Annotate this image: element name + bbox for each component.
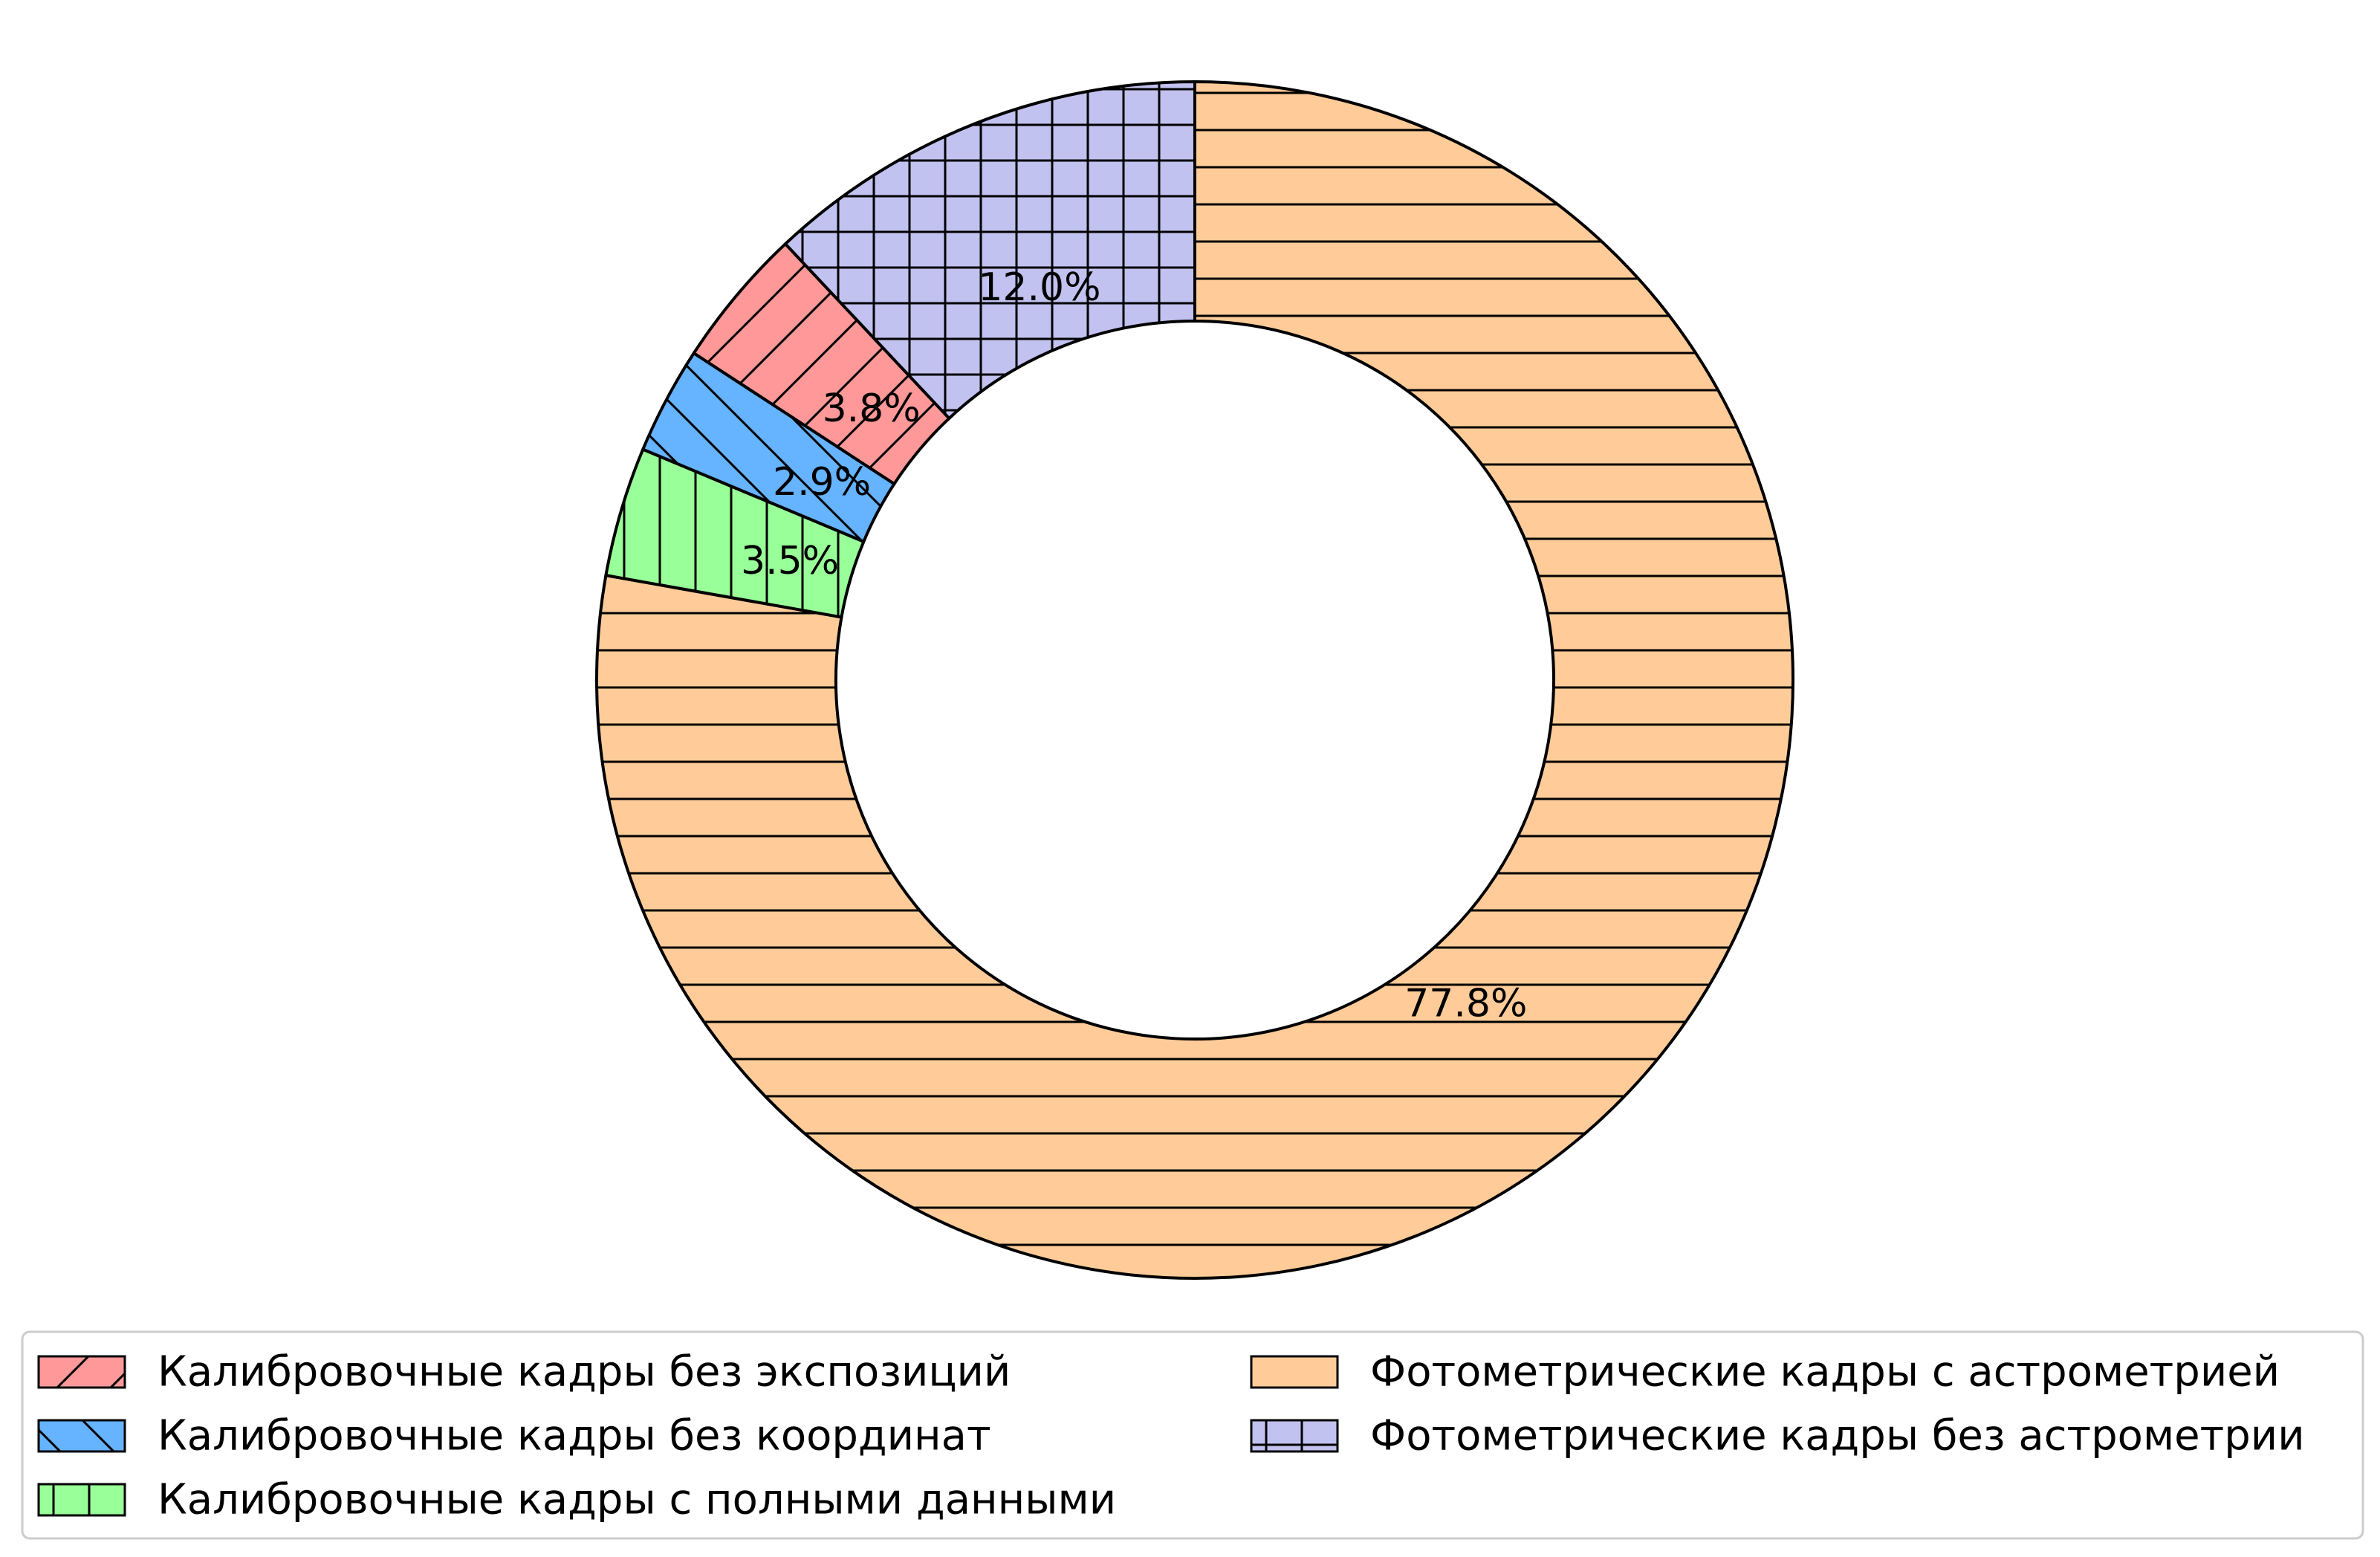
legend-label-1: Калибровочные кадры без координат: [158, 1412, 991, 1460]
legend-frame: [21, 1330, 2364, 1540]
legend-item-4: Фотометрические кадры без астрометрии: [1250, 1412, 2305, 1460]
legend-label-3: Фотометрические кадры с астрометрией: [1370, 1348, 2280, 1396]
legend-label-4: Фотометрические кадры без астрометрии: [1370, 1412, 2305, 1460]
donut-slices: [595, 80, 1794, 1280]
pct-label-0: 77.8%: [1404, 981, 1527, 1026]
pct-label-1: 3.5%: [741, 539, 839, 583]
legend-item-3: Фотометрические кадры с астрометрией: [1250, 1348, 2280, 1396]
legend-swatch-3: [1250, 1355, 1339, 1389]
legend-swatch-0: [37, 1355, 126, 1389]
legend-item-2: Калибровочные кадры с полными данными: [37, 1476, 1116, 1524]
pct-label-4: 12.0%: [978, 265, 1100, 310]
pct-label-3: 3.8%: [823, 386, 921, 431]
legend-swatch-2: [37, 1483, 126, 1517]
legend-label-2: Калибровочные кадры с полными данными: [158, 1476, 1116, 1524]
slice-4: [783, 80, 1196, 421]
legend-swatch-1: [37, 1419, 126, 1453]
legend-swatch-4: [1250, 1419, 1339, 1453]
percent-labels: 77.8% 3.5% 2.9% 3.8% 12.0%: [741, 265, 1527, 1026]
legend-item-0: Калибровочные кадры без экспозиций: [37, 1348, 1011, 1396]
legend: Калибровочные кадры без экспозиций Калибр…: [21, 1330, 2364, 1540]
slice-0: [595, 80, 1794, 1280]
legend-label-0: Калибровочные кадры без экспозиций: [158, 1348, 1011, 1396]
pct-label-2: 2.9%: [773, 460, 871, 505]
legend-item-1: Калибровочные кадры без координат: [37, 1412, 991, 1460]
